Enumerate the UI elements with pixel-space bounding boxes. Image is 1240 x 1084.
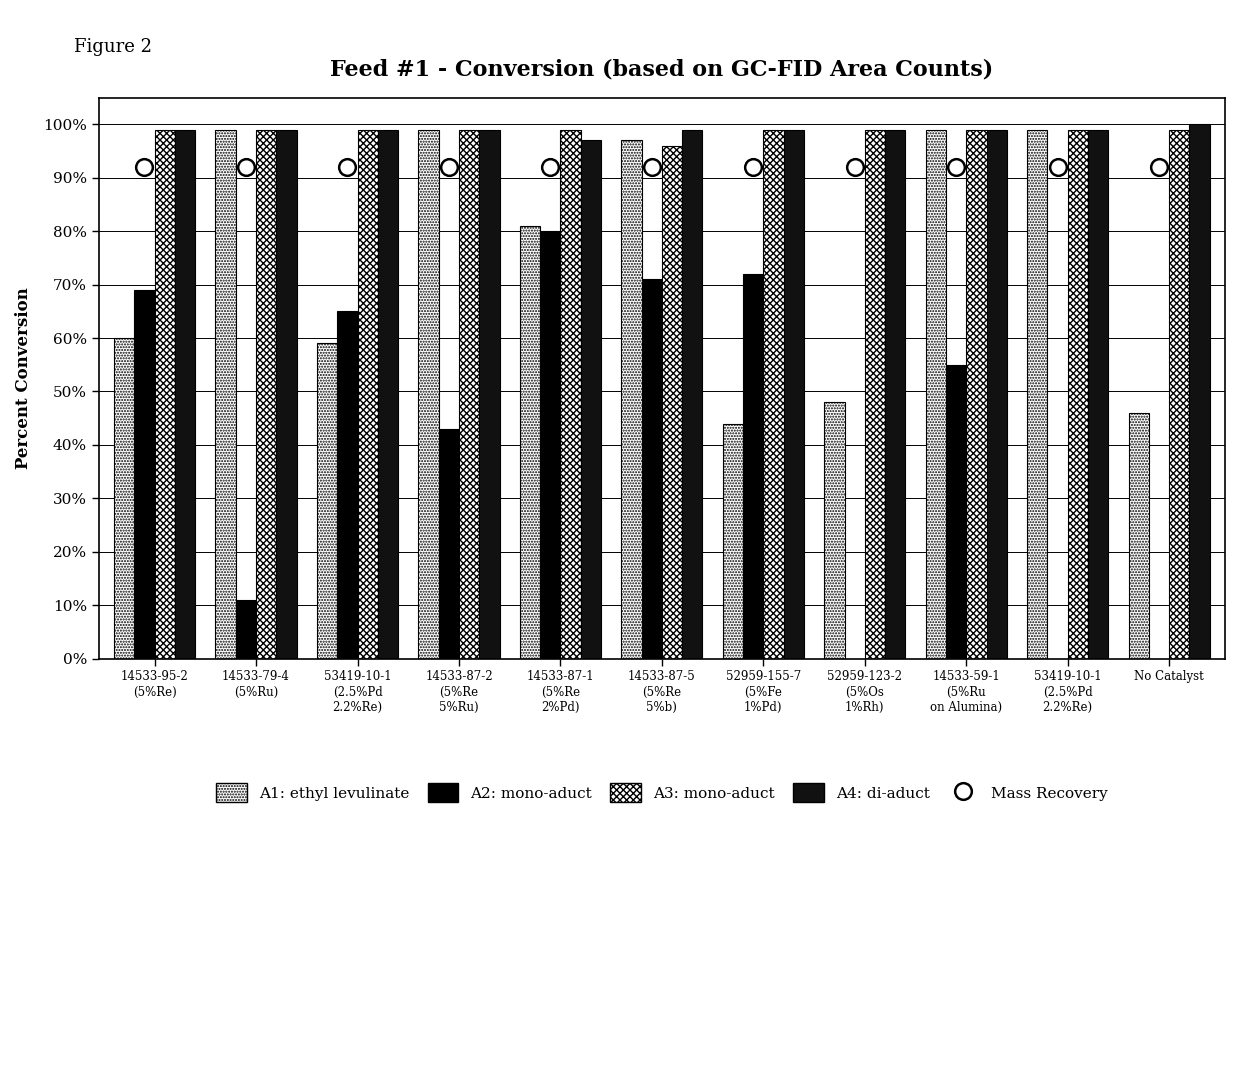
Bar: [1068, 130, 1087, 659]
Bar: [520, 225, 541, 659]
Bar: [337, 311, 357, 659]
Bar: [277, 130, 296, 659]
Bar: [966, 130, 987, 659]
Bar: [236, 599, 255, 659]
Bar: [1169, 130, 1189, 659]
Mass Recovery: [1152, 160, 1167, 173]
Bar: [418, 130, 439, 659]
Mass Recovery: [745, 160, 760, 173]
Bar: [743, 274, 764, 659]
Bar: [641, 280, 662, 659]
Mass Recovery: [441, 160, 456, 173]
Bar: [1189, 125, 1210, 659]
Mass Recovery: [543, 160, 558, 173]
Mass Recovery: [136, 160, 151, 173]
Bar: [317, 344, 337, 659]
Bar: [1087, 130, 1109, 659]
Bar: [926, 130, 946, 659]
Bar: [784, 130, 804, 659]
Bar: [114, 338, 134, 659]
Bar: [175, 130, 195, 659]
Bar: [459, 130, 480, 659]
Bar: [134, 289, 155, 659]
Bar: [560, 130, 580, 659]
Bar: [885, 130, 905, 659]
Line: Mass Recovery: Mass Recovery: [136, 158, 1167, 176]
Bar: [155, 130, 175, 659]
Y-axis label: Percent Conversion: Percent Conversion: [15, 287, 32, 469]
Bar: [662, 145, 682, 659]
Bar: [580, 140, 601, 659]
Bar: [255, 130, 277, 659]
Bar: [864, 130, 885, 659]
Bar: [357, 130, 378, 659]
Legend: A1: ethyl levulinate, A2: mono-aduct, A3: mono-aduct, A4: di-aduct, Mass Recover: A1: ethyl levulinate, A2: mono-aduct, A3…: [210, 777, 1114, 808]
Bar: [1128, 413, 1149, 659]
Bar: [541, 231, 560, 659]
Bar: [1027, 130, 1048, 659]
Bar: [378, 130, 398, 659]
Mass Recovery: [238, 160, 253, 173]
Text: Figure 2: Figure 2: [74, 38, 153, 56]
Bar: [439, 429, 459, 659]
Bar: [723, 424, 743, 659]
Mass Recovery: [1050, 160, 1065, 173]
Mass Recovery: [340, 160, 355, 173]
Bar: [825, 402, 844, 659]
Bar: [682, 130, 703, 659]
Mass Recovery: [847, 160, 862, 173]
Mass Recovery: [645, 160, 660, 173]
Bar: [987, 130, 1007, 659]
Title: Feed #1 - Conversion (based on GC-FID Area Counts): Feed #1 - Conversion (based on GC-FID Ar…: [330, 59, 993, 80]
Bar: [216, 130, 236, 659]
Bar: [621, 140, 641, 659]
Mass Recovery: [949, 160, 963, 173]
Bar: [764, 130, 784, 659]
Bar: [480, 130, 500, 659]
Bar: [946, 364, 966, 659]
